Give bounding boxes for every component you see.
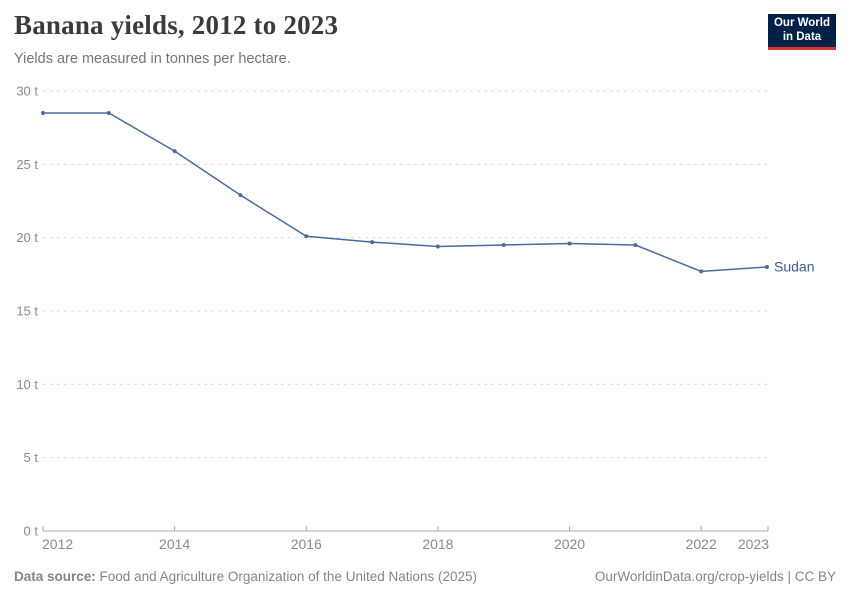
footer-source-text: Food and Agriculture Organization of the… xyxy=(99,569,478,584)
y-axis-tick-label: 10 t xyxy=(16,377,38,392)
data-point xyxy=(765,265,769,269)
page-title: Banana yields, 2012 to 2023 xyxy=(14,10,339,40)
owid-logo-line2: in Data xyxy=(782,30,822,43)
data-point xyxy=(41,111,45,115)
x-axis-tick-label: 2020 xyxy=(554,536,585,552)
chart-footer: Data source: Food and Agriculture Organi… xyxy=(14,569,836,584)
x-axis-tick-label: 2016 xyxy=(291,536,322,552)
y-axis-tick-label: 25 t xyxy=(16,157,38,172)
owid-logo[interactable]: Our World in Data xyxy=(768,14,836,50)
data-point xyxy=(633,243,638,247)
data-point xyxy=(304,234,309,239)
data-point xyxy=(501,243,506,247)
y-axis-tick-label: 0 t xyxy=(24,524,39,539)
x-axis-tick-label: 2023 xyxy=(738,536,769,552)
data-point xyxy=(238,193,243,198)
x-axis-tick-label: 2012 xyxy=(42,536,73,552)
footer-source: Data source: Food and Agriculture Organi… xyxy=(14,569,477,584)
owid-logo-line1: Our World xyxy=(773,17,830,29)
data-point xyxy=(106,111,111,115)
line-chart: 0 t 5 t 10 t 15 t 20 t 25 t 30 t 2012 2014 2016 20… xyxy=(16,84,814,553)
chart-subtitle: Yields are measured in tonnes per hectar… xyxy=(14,51,291,67)
series-line xyxy=(42,112,768,273)
y-axis-tick-label: 20 t xyxy=(16,230,38,245)
y-axis-tick-label: 5 t xyxy=(24,450,39,465)
data-point xyxy=(699,269,704,274)
series-end-label: Sudan xyxy=(774,259,814,275)
footer-source-label: Data source: xyxy=(14,569,96,584)
data-point xyxy=(172,149,177,154)
x-axis-tick-label: 2014 xyxy=(159,536,190,552)
y-axis-tick-label: 15 t xyxy=(16,304,38,319)
data-point xyxy=(567,241,572,246)
y-axis-tick-label: 30 t xyxy=(16,84,38,99)
footer-license-link[interactable]: OurWorldinData.org/crop-yields | CC BY xyxy=(594,569,836,584)
x-axis-tick-label: 2022 xyxy=(686,536,717,552)
x-axis-tick-label: 2018 xyxy=(422,536,453,552)
data-point xyxy=(435,244,440,249)
data-point xyxy=(370,240,375,245)
